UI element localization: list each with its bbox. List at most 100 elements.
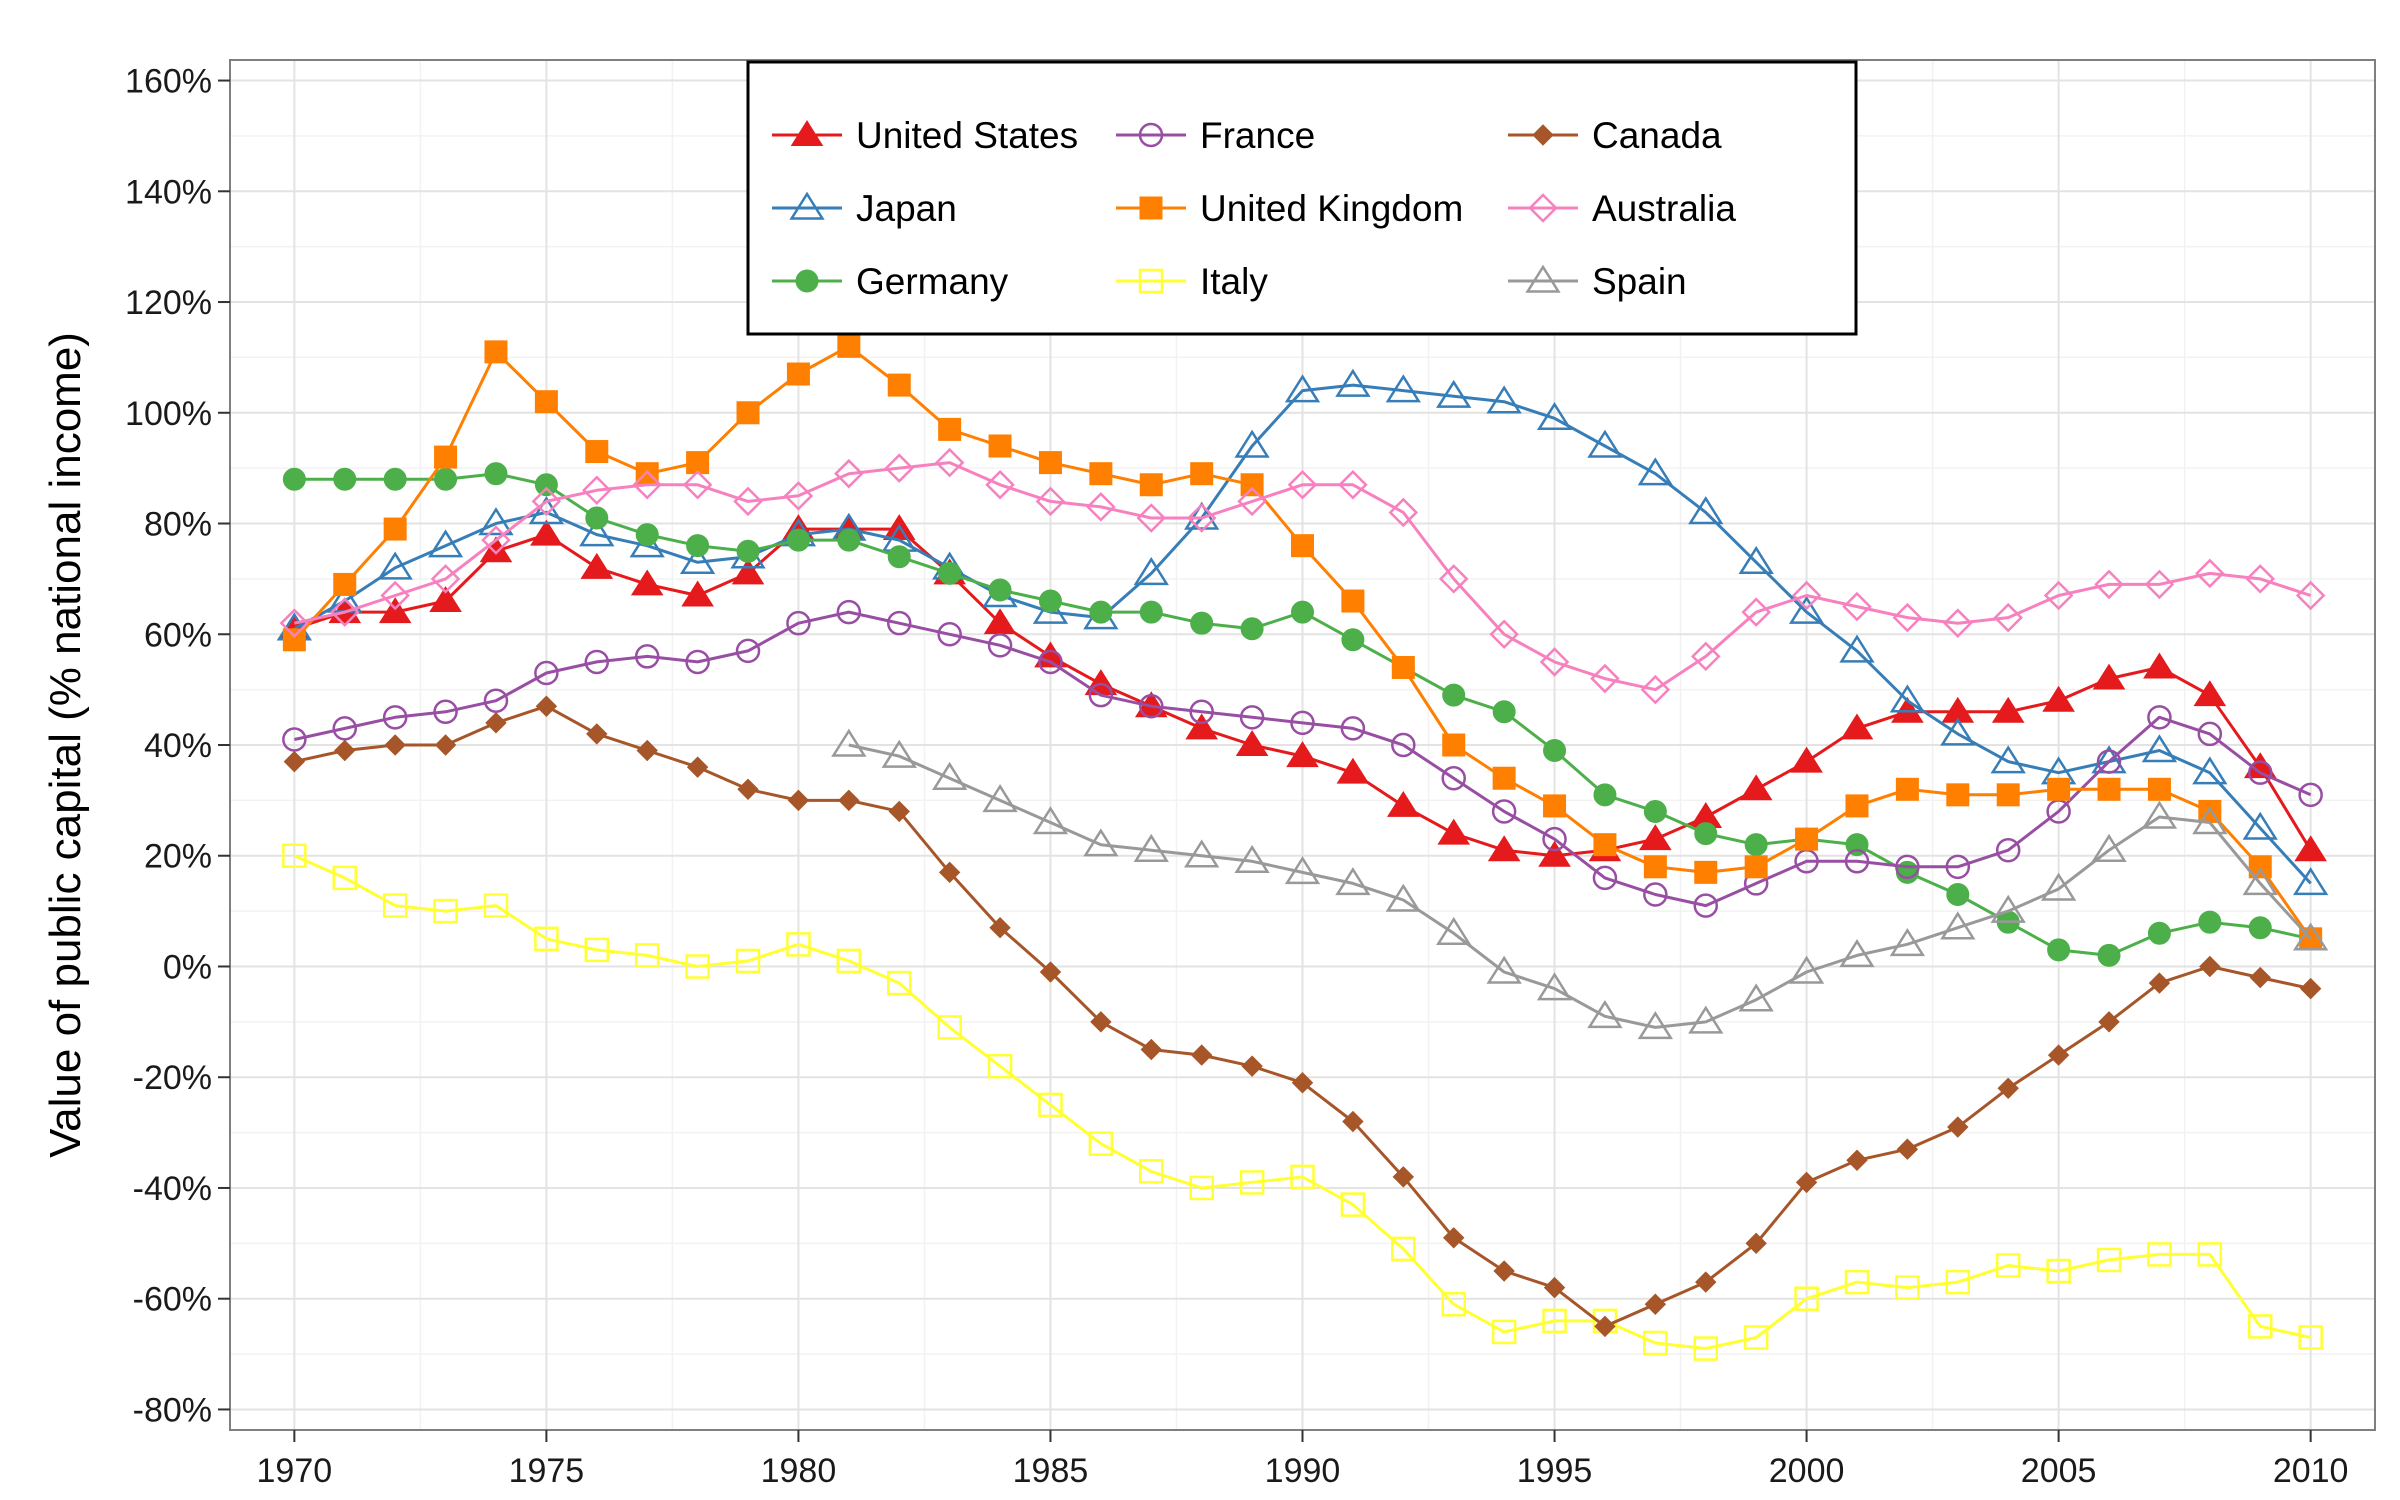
data-point-united-kingdom xyxy=(585,440,609,464)
data-point-germany xyxy=(988,578,1012,602)
data-point-united-kingdom xyxy=(1190,462,1214,486)
data-point-united-states xyxy=(1437,818,1471,845)
data-point-canada xyxy=(434,734,457,756)
data-point-japan xyxy=(1587,429,1623,458)
data-point-italy xyxy=(836,948,862,974)
data-point-italy xyxy=(2046,1258,2071,1284)
data-point-united-kingdom xyxy=(2147,777,2171,801)
data-point-united-states xyxy=(1336,757,1370,784)
legend-label: Canada xyxy=(1592,115,1722,156)
data-point-australia xyxy=(2094,569,2124,600)
y-tick-label: -20% xyxy=(133,1059,212,1097)
data-point-germany xyxy=(1190,611,1214,635)
data-point-canada xyxy=(938,861,961,884)
data-point-canada xyxy=(686,756,709,778)
series-japan xyxy=(276,368,2329,896)
data-point-germany xyxy=(1291,600,1314,624)
data-point-united-kingdom xyxy=(1139,473,1163,497)
y-tick-label: 160% xyxy=(125,63,212,101)
data-point-australia xyxy=(1237,486,1267,517)
data-point-spain xyxy=(982,784,1018,813)
data-point-united-states xyxy=(1991,696,2025,723)
data-point-germany xyxy=(1543,739,1567,763)
data-point-australia xyxy=(934,447,965,478)
data-point-france xyxy=(1592,865,1618,891)
data-point-australia xyxy=(329,597,360,627)
data-point-italy xyxy=(1088,1131,1114,1156)
data-point-france xyxy=(584,649,610,675)
data-point-italy xyxy=(1391,1236,1416,1262)
data-point-france xyxy=(1895,854,1920,880)
legend-key-marker xyxy=(1525,264,1561,293)
data-point-france xyxy=(1491,799,1517,824)
data-point-canada xyxy=(1039,961,1062,983)
data-point-france xyxy=(836,599,862,625)
data-point-australia xyxy=(1136,503,1167,533)
data-point-japan xyxy=(1536,401,1573,431)
data-point-france xyxy=(1693,893,1719,918)
data-point-australia xyxy=(279,608,310,638)
data-point-japan xyxy=(2292,867,2329,896)
data-point-united-states xyxy=(1739,774,1773,801)
data-point-canada xyxy=(1644,1293,1667,1315)
data-point-australia xyxy=(1892,602,1923,633)
legend-label: Germany xyxy=(856,261,1009,302)
x-tick-label: 1970 xyxy=(257,1452,333,1490)
data-point-germany xyxy=(333,467,357,491)
data-point-japan xyxy=(1385,374,1421,403)
data-point-spain xyxy=(1032,806,1069,835)
data-point-italy xyxy=(1542,1308,1567,1334)
data-point-australia xyxy=(2245,564,2276,594)
data-point-canada xyxy=(888,800,910,823)
legend-key-marker xyxy=(1138,122,1164,148)
legend-item-united-kingdom: United Kingdom xyxy=(1116,188,1463,229)
data-point-united-states xyxy=(1790,746,1823,773)
data-point-australia xyxy=(632,469,662,500)
data-point-united-states xyxy=(2294,835,2327,862)
y-tick-label: 40% xyxy=(144,727,212,765)
data-point-canada xyxy=(384,734,406,756)
legend-label: Italy xyxy=(1200,261,1268,302)
data-point-france xyxy=(937,622,962,647)
data-point-italy xyxy=(483,893,509,918)
data-point-united-kingdom xyxy=(686,451,710,475)
data-point-spain xyxy=(2192,806,2228,835)
data-point-germany xyxy=(1139,600,1163,624)
data-point-australia xyxy=(1943,608,1973,638)
series-line-france xyxy=(294,610,2312,908)
data-point-australia xyxy=(481,525,511,555)
y-tick-label: 20% xyxy=(144,838,212,876)
data-point-japan xyxy=(1133,557,1169,586)
data-point-united-kingdom xyxy=(1038,451,1062,475)
data-point-united-kingdom xyxy=(2047,777,2071,801)
data-point-canada xyxy=(1846,1149,1868,1171)
data-point-germany xyxy=(2248,916,2272,940)
data-point-italy xyxy=(1239,1170,1265,1195)
data-point-italy xyxy=(1139,1159,1164,1184)
data-point-japan xyxy=(629,529,665,558)
data-point-france xyxy=(433,699,458,725)
y-tick-label: 80% xyxy=(144,506,212,544)
data-point-italy xyxy=(1945,1269,1971,1295)
data-point-australia xyxy=(1035,486,1066,517)
data-point-united-states xyxy=(2143,652,2176,679)
data-point-italy xyxy=(433,898,458,924)
data-point-canada xyxy=(1291,1072,1314,1094)
data-point-italy xyxy=(1189,1175,1214,1201)
data-point-canada xyxy=(1190,1044,1213,1066)
data-point-united-states xyxy=(479,536,513,563)
series-line-australia xyxy=(294,461,2312,692)
data-point-spain xyxy=(1889,927,1926,957)
data-point-australia xyxy=(783,481,814,511)
series-line-spain xyxy=(848,743,2312,1029)
data-point-germany xyxy=(1946,883,1970,907)
data-point-italy xyxy=(282,843,307,868)
data-point-germany xyxy=(1240,617,1264,641)
data-point-spain xyxy=(1133,833,1169,862)
data-point-spain xyxy=(1587,999,1623,1029)
legend-label: France xyxy=(1200,115,1315,156)
data-point-australia xyxy=(380,580,410,611)
data-point-australia xyxy=(834,458,864,489)
data-point-united-kingdom xyxy=(1291,534,1314,558)
legend-item-canada: Canada xyxy=(1508,115,1722,156)
